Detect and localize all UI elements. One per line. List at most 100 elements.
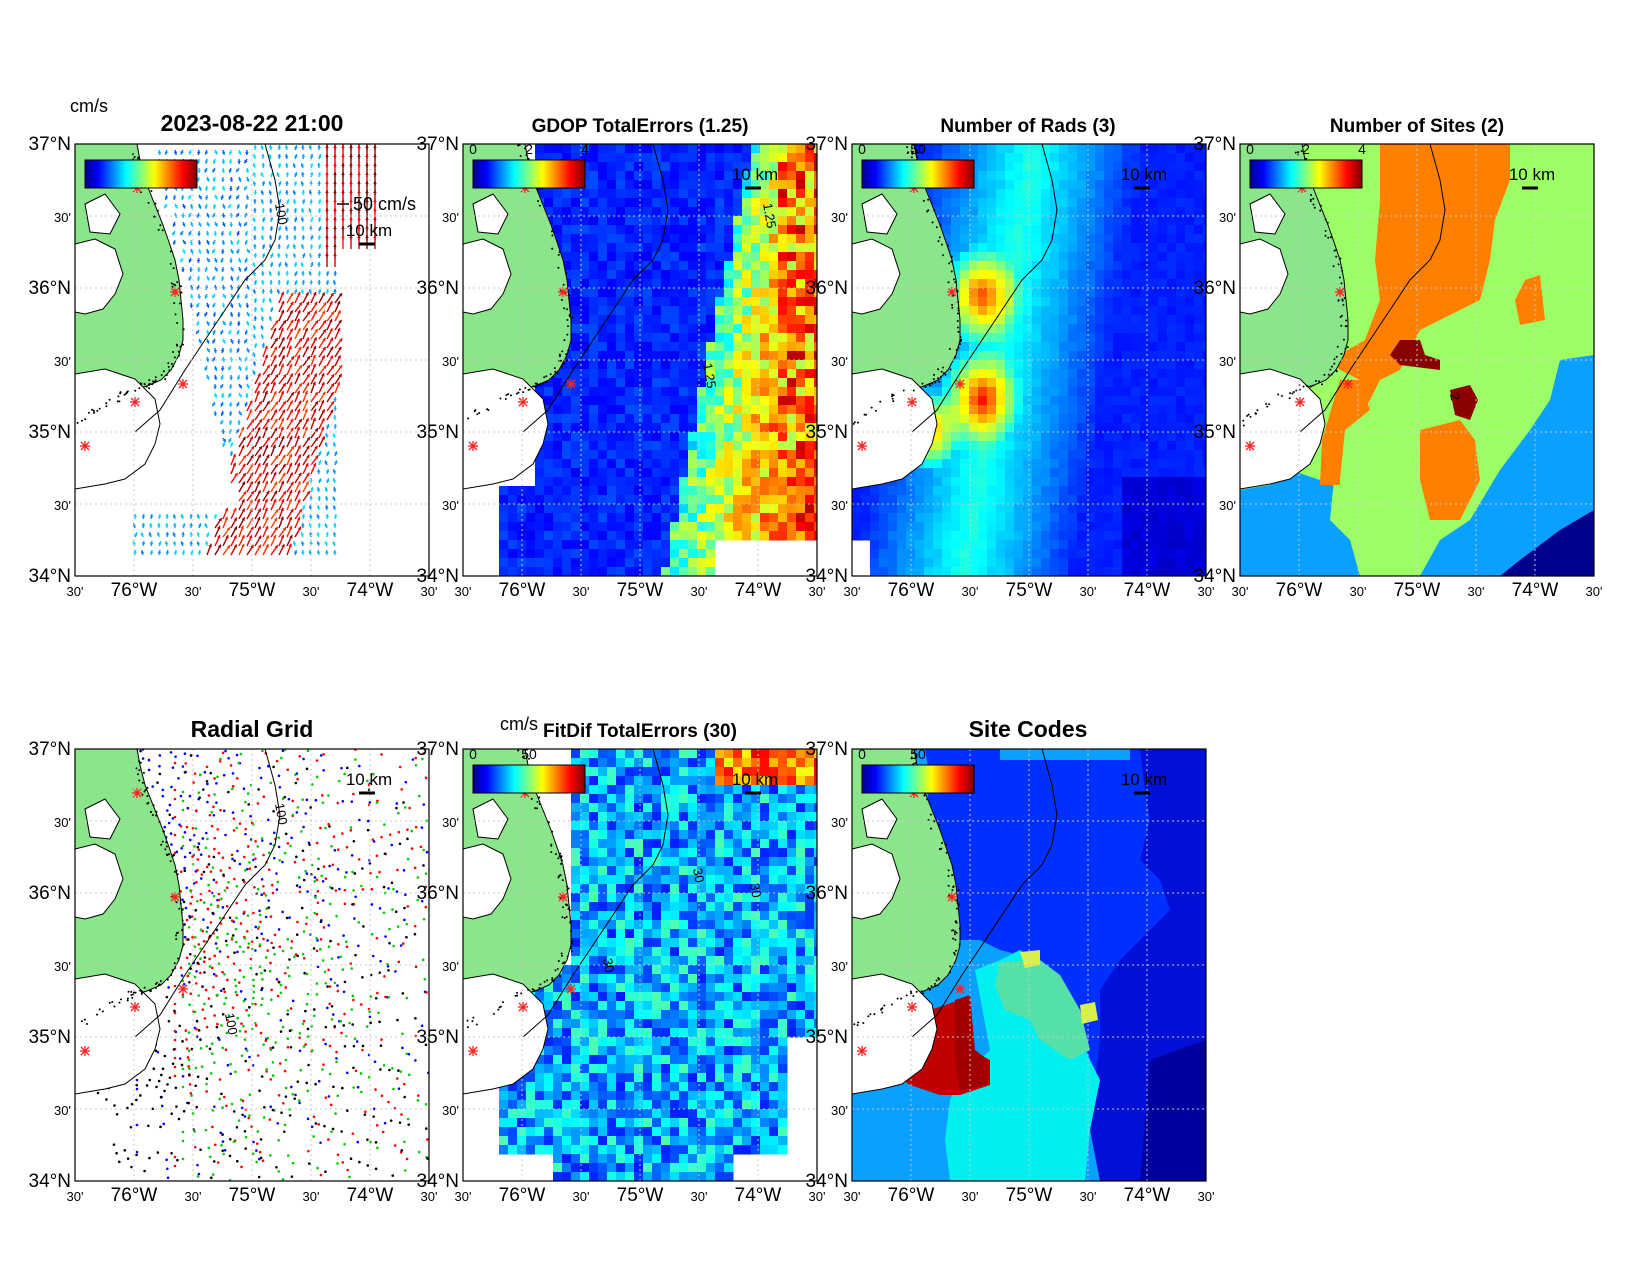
heat-cell — [1194, 360, 1204, 370]
heat-cell — [1149, 216, 1159, 226]
heat-cell — [688, 180, 698, 190]
heat-cell — [1050, 153, 1060, 163]
heat-cell — [1158, 279, 1168, 289]
heat-cell — [978, 432, 988, 442]
vector-head — [321, 382, 325, 386]
heat-cell — [1203, 306, 1206, 316]
vector-head — [280, 480, 285, 485]
heat-cell — [589, 531, 599, 541]
vector-head — [268, 145, 273, 149]
heat-cell — [679, 270, 689, 280]
heat-cell — [769, 315, 779, 325]
heat-cell — [715, 324, 725, 334]
heat-cell — [679, 180, 689, 190]
coast-dot — [552, 375, 555, 378]
heat-cell — [787, 315, 797, 325]
heat-cell — [1014, 306, 1024, 316]
heat-cell — [1185, 333, 1195, 343]
heat-cell — [760, 153, 770, 163]
heat-cell — [787, 369, 797, 379]
heat-cell — [796, 171, 806, 181]
vector-head — [357, 235, 361, 238]
heat-cell — [661, 162, 671, 172]
vector-head — [253, 343, 258, 347]
heat-cell — [1167, 207, 1177, 217]
vector-head — [182, 223, 186, 227]
vector-head — [229, 223, 233, 227]
heat-cell — [1032, 234, 1042, 244]
heat-cell — [1077, 153, 1087, 163]
heat-cell — [1086, 207, 1096, 217]
heat-cell — [1032, 162, 1042, 172]
vector-head — [212, 249, 216, 254]
vector-head — [322, 347, 326, 351]
heat-cell — [1023, 171, 1033, 181]
heat-cell — [715, 270, 725, 280]
heat-cell — [544, 522, 554, 532]
vector-head — [266, 454, 270, 459]
heat-cell — [1167, 279, 1177, 289]
heat-cell — [1050, 288, 1060, 298]
heat-cell — [553, 153, 563, 163]
heat-cell — [969, 297, 979, 307]
heat-cell — [1140, 234, 1150, 244]
heat-cell — [724, 261, 734, 271]
heat-cell — [760, 441, 770, 451]
heat-cell — [499, 540, 509, 550]
vector-head — [312, 409, 317, 413]
heat-cell — [571, 486, 581, 496]
vector-head — [322, 337, 326, 342]
vector-head — [338, 365, 342, 369]
heat-cell — [715, 306, 725, 316]
heat-cell — [1149, 351, 1159, 361]
coast-dot — [563, 339, 566, 342]
heat-cell — [1005, 162, 1015, 172]
heat-cell — [978, 351, 988, 361]
heat-cell — [1005, 261, 1015, 271]
heat-cell — [1032, 315, 1042, 325]
vector-head — [197, 232, 201, 236]
vector-head — [236, 195, 240, 200]
heat-cell — [1095, 252, 1105, 262]
vector-head — [318, 451, 322, 455]
heat-cell — [951, 207, 961, 217]
heat-cell — [1185, 306, 1195, 316]
vector-head — [306, 491, 310, 495]
vector-head — [236, 349, 240, 353]
heat-cell — [1149, 378, 1159, 388]
heat-cell — [625, 198, 635, 208]
vector-head — [204, 295, 208, 299]
heat-cell — [562, 360, 572, 370]
vector-head — [288, 345, 292, 350]
coast-dot — [156, 209, 159, 212]
vector-head — [270, 253, 274, 257]
coast-dot — [550, 230, 553, 233]
heat-cell — [796, 342, 806, 352]
heat-cell — [1122, 288, 1132, 298]
vector-head — [317, 280, 321, 284]
heat-cell — [1032, 378, 1042, 388]
heat-cell — [996, 198, 1006, 208]
heat-cell — [1014, 360, 1024, 370]
heat-cell — [1131, 369, 1141, 379]
heat-cell — [1032, 288, 1042, 298]
coast-dot — [543, 376, 546, 379]
heat-cell — [1095, 351, 1105, 361]
heat-cell — [742, 441, 752, 451]
heat-cell — [1032, 153, 1042, 163]
vector-head — [293, 208, 298, 212]
heat-cell — [742, 225, 752, 235]
heat-cell — [1149, 450, 1159, 460]
heat-cell — [969, 441, 979, 451]
heat-cell — [951, 261, 961, 271]
heat-cell — [724, 306, 734, 316]
heat-cell — [1113, 369, 1123, 379]
heat-cell — [814, 306, 817, 316]
heat-cell — [1041, 144, 1051, 154]
heat-cell — [1068, 432, 1078, 442]
heat-cell — [679, 486, 689, 496]
vector-head — [300, 262, 304, 266]
vector-head — [258, 535, 262, 540]
heat-cell — [1149, 396, 1159, 406]
heat-cell — [805, 234, 815, 244]
